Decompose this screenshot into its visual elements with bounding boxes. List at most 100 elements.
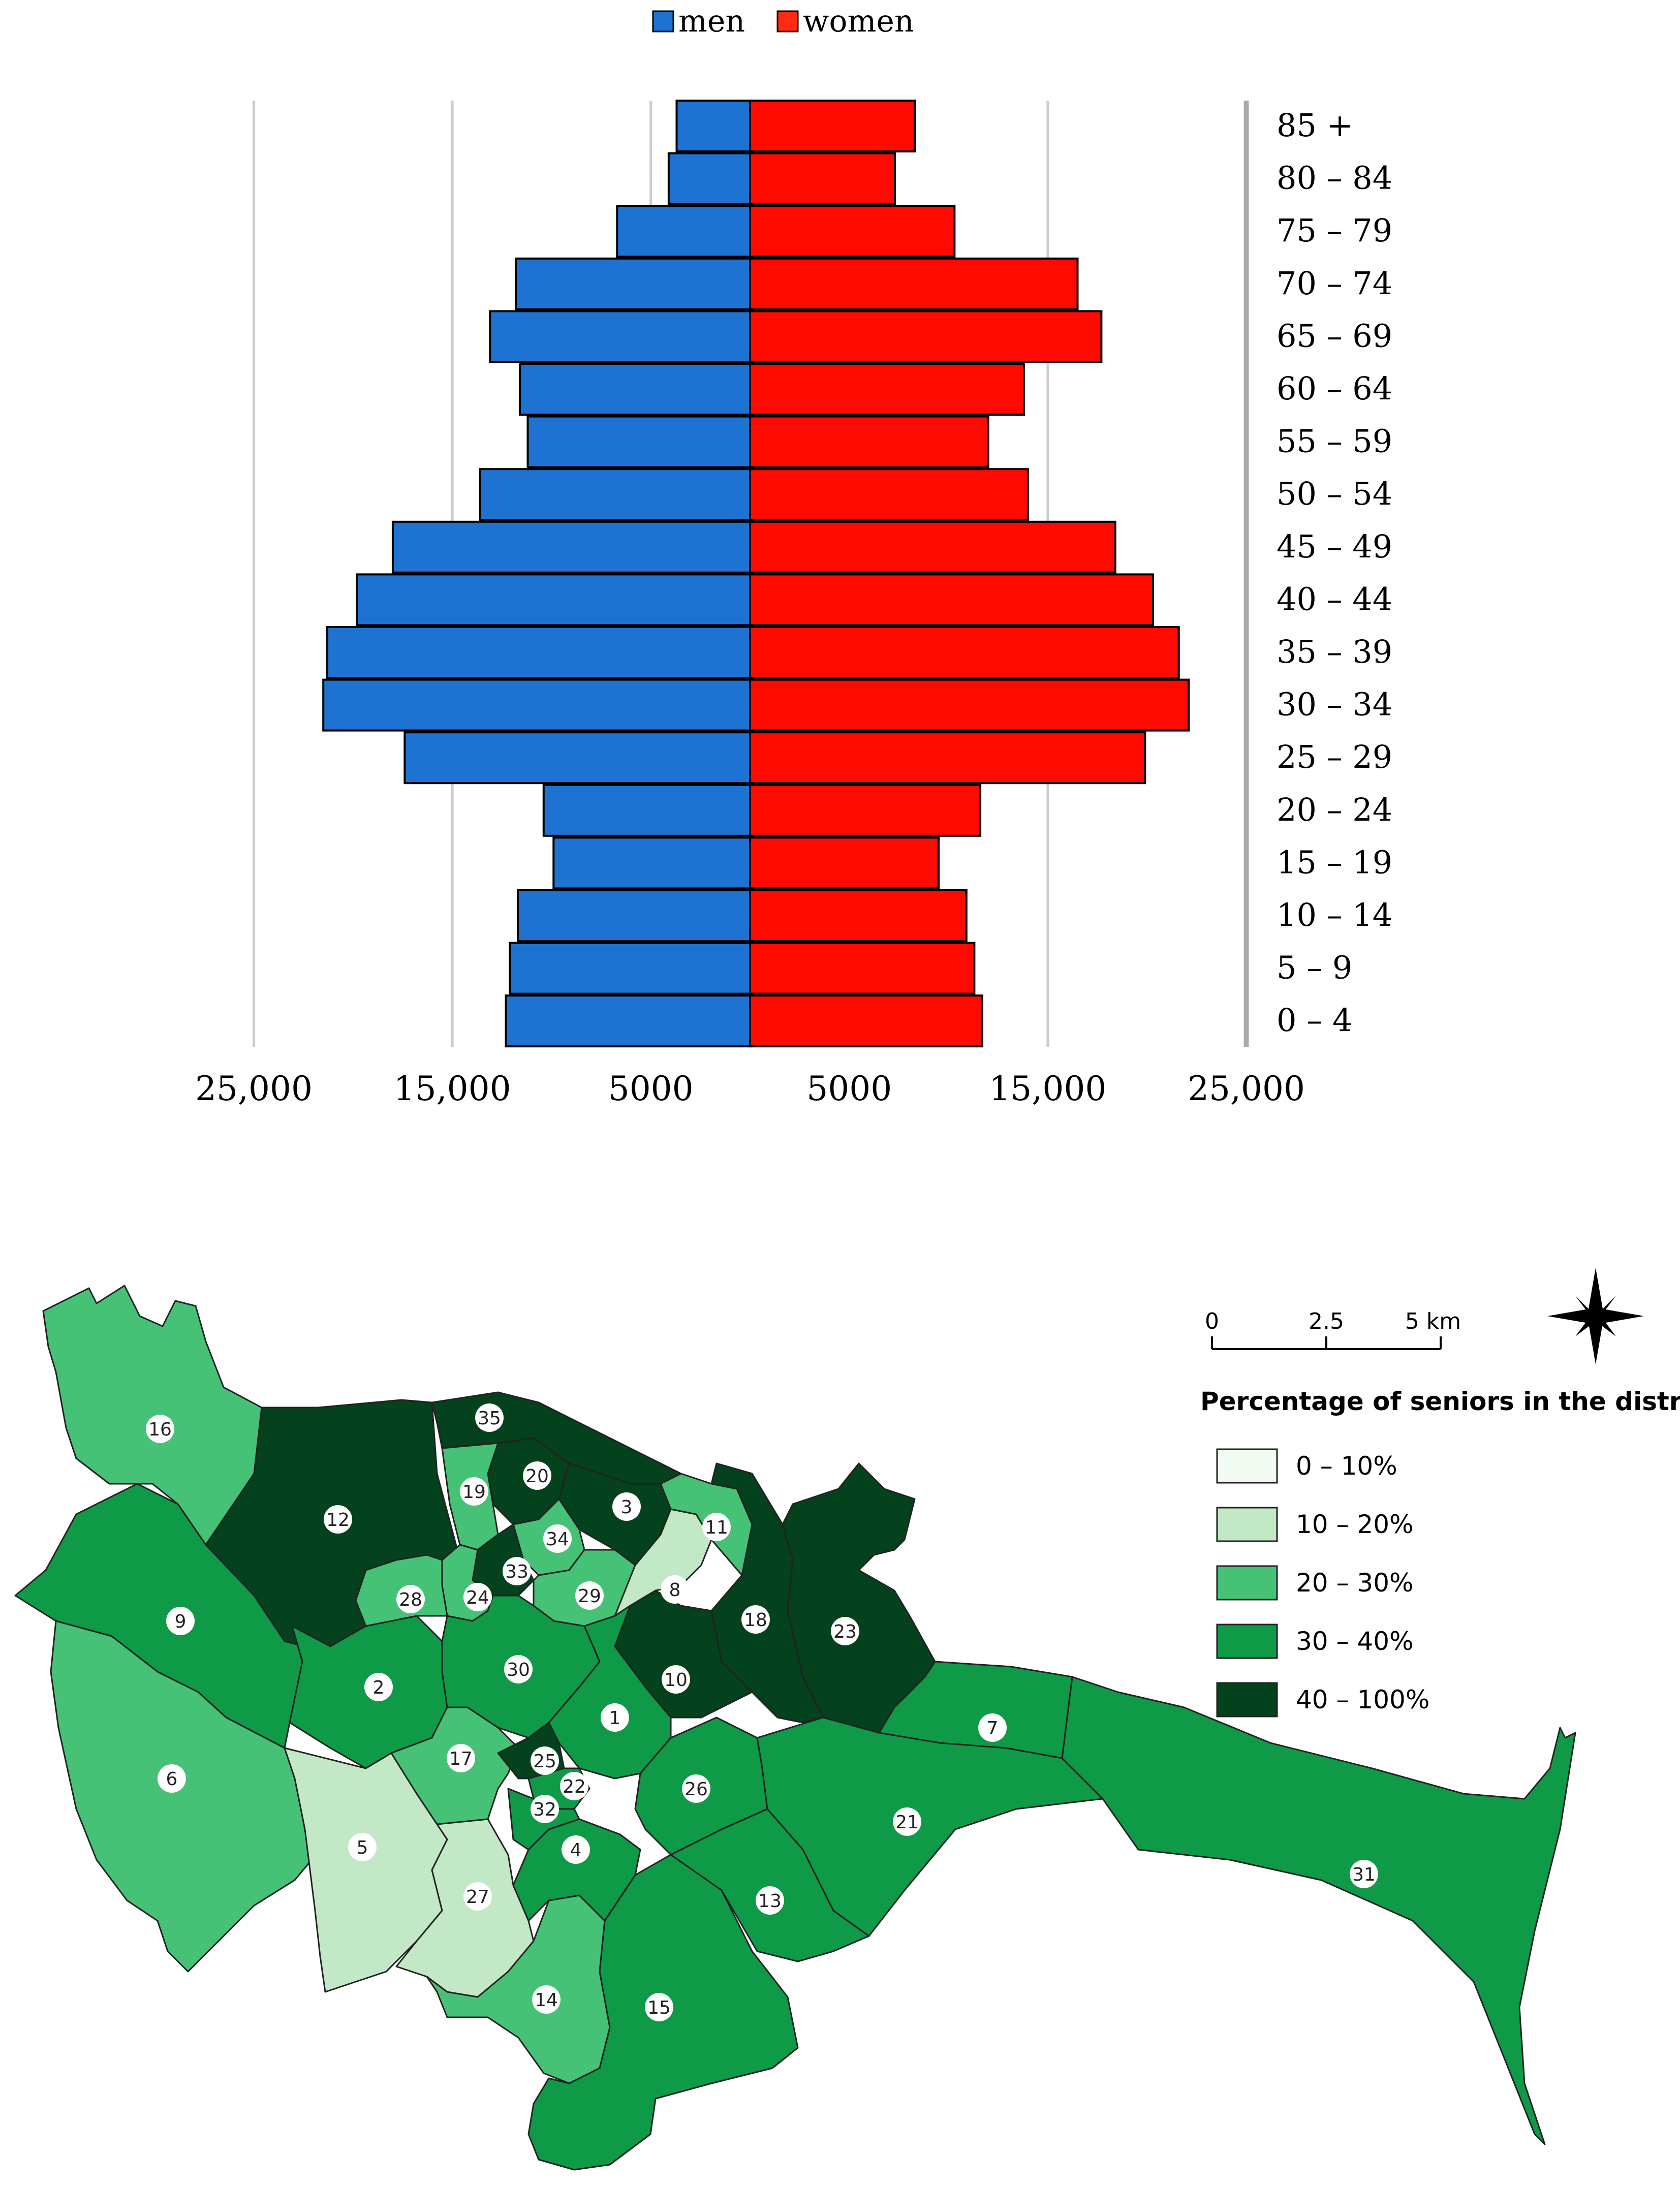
district-label: 12 <box>326 1510 350 1531</box>
district-label: 21 <box>895 1812 919 1833</box>
age-group-label: 45 – 49 <box>1277 528 1392 565</box>
legend-swatch-men <box>652 10 674 33</box>
district-label: 11 <box>705 1517 728 1538</box>
x-tick-label: 15,000 <box>989 1069 1106 1108</box>
district-31 <box>1061 1676 1576 2145</box>
bar-women <box>749 889 968 942</box>
age-group-label: 75 – 79 <box>1277 212 1392 249</box>
district-label-bg <box>166 1607 195 1635</box>
district-label: 3 <box>621 1497 633 1518</box>
district-label-bg <box>682 1774 710 1803</box>
district-label: 18 <box>744 1610 767 1631</box>
bar-women <box>749 310 1103 363</box>
scale-label-0: 0 <box>1205 1308 1219 1334</box>
bar-men <box>515 257 751 310</box>
district-label: 23 <box>833 1621 857 1642</box>
district-label-bg <box>532 1985 561 2014</box>
district-label-bg <box>348 1833 377 1861</box>
bar-men <box>326 626 751 679</box>
district-label: 8 <box>669 1580 681 1601</box>
bar-men <box>675 100 752 152</box>
x-tick-label: 15,000 <box>394 1069 511 1108</box>
bar-women <box>749 100 916 152</box>
district-label: 19 <box>462 1482 486 1503</box>
district-label: 9 <box>175 1611 186 1632</box>
age-group-label: 50 – 54 <box>1277 475 1392 512</box>
district-label-bg <box>523 1461 551 1490</box>
district-label-bg <box>503 1557 531 1585</box>
district-label: 7 <box>987 1718 999 1739</box>
legend-class-swatch <box>1216 1624 1278 1659</box>
district-label-bg <box>1350 1860 1378 1888</box>
age-group-label: 85 + <box>1277 107 1353 144</box>
district-label: 20 <box>525 1466 549 1487</box>
compass-star-icon <box>1547 1268 1644 1364</box>
district-label: 29 <box>578 1586 601 1607</box>
bar-women <box>749 257 1079 310</box>
district-label-bg <box>662 1665 690 1694</box>
district-label-bg <box>158 1764 186 1793</box>
district-label-bg <box>601 1703 629 1732</box>
district-label-bg <box>741 1605 770 1634</box>
bar-men <box>479 468 751 521</box>
age-group-label: 5 – 9 <box>1277 949 1352 986</box>
bar-men <box>391 520 751 574</box>
age-group-label: 40 – 44 <box>1277 580 1392 617</box>
district-label: 27 <box>466 1887 489 1908</box>
bar-women <box>749 784 982 837</box>
bar-women <box>749 942 976 995</box>
bar-men <box>505 994 751 1048</box>
district-label: 32 <box>533 1799 556 1820</box>
bar-women <box>749 152 896 205</box>
district-label: 17 <box>449 1749 473 1769</box>
district-label: 22 <box>563 1776 586 1797</box>
legend-class-label: 0 – 10% <box>1296 1451 1397 1481</box>
district-label: 28 <box>399 1589 422 1610</box>
district-label: 24 <box>466 1587 489 1608</box>
age-group-label: 35 – 39 <box>1277 633 1392 670</box>
legend-swatch-women <box>776 10 799 33</box>
district-label-bg <box>612 1492 641 1521</box>
x-tick-label: 25,000 <box>1188 1069 1305 1108</box>
district-label: 30 <box>507 1660 530 1680</box>
legend-label-women: women <box>803 4 914 39</box>
scale-label-5km: 5 km <box>1405 1308 1461 1334</box>
x-tick-label: 5000 <box>806 1069 892 1108</box>
bar-women <box>749 573 1154 627</box>
bar-women <box>749 626 1180 679</box>
bar-women <box>749 994 984 1048</box>
bar-men <box>356 573 751 627</box>
district-label-bg <box>543 1524 572 1553</box>
district-label-bg <box>560 1772 588 1800</box>
age-group-label: 0 – 4 <box>1277 1002 1352 1039</box>
district-label-bg <box>702 1513 731 1541</box>
age-group-label: 25 – 29 <box>1277 738 1392 775</box>
district-label-bg <box>978 1713 1007 1742</box>
district-label: 4 <box>570 1840 582 1861</box>
bar-women <box>749 205 956 258</box>
district-label-bg <box>396 1585 425 1613</box>
district-label-bg <box>531 1795 559 1823</box>
legend-class-swatch <box>1216 1565 1278 1601</box>
age-group-label: 60 – 64 <box>1277 370 1392 407</box>
age-group-label: 15 – 19 <box>1277 844 1392 881</box>
district-label-bg <box>645 1993 673 2021</box>
x-tick-label: 5000 <box>608 1069 694 1108</box>
district-label-bg <box>504 1655 533 1683</box>
age-group-label: 70 – 74 <box>1277 265 1392 302</box>
age-group-labels: 85 + 80 – 84 75 – 79 70 – 74 65 – 69 60 – 64 5… <box>1277 107 1392 1039</box>
district-label-bg <box>562 1835 590 1864</box>
bar-women <box>749 520 1116 574</box>
age-group-label: 65 – 69 <box>1277 317 1392 354</box>
district-label: 10 <box>664 1670 688 1691</box>
district-label: 34 <box>546 1529 569 1550</box>
x-tick-label: 25,000 <box>195 1069 313 1108</box>
bar-men <box>322 678 751 732</box>
district-label-bg <box>756 1886 784 1915</box>
district-label: 14 <box>535 1990 558 2011</box>
district-label-bg <box>463 1882 492 1911</box>
map-legend: 0 2.5 5 km Percentage of seniors in the … <box>1200 1268 1680 1718</box>
seniors-district-map <box>14 1285 1576 2171</box>
district-label: 13 <box>758 1891 782 1912</box>
